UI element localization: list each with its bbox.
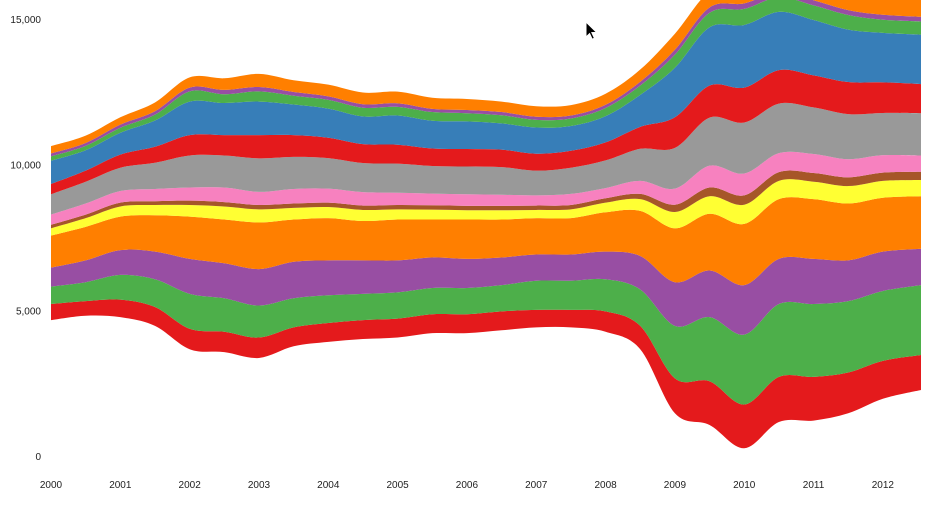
y-tick-label: 15,000	[10, 15, 41, 26]
y-tick-label: 5,000	[16, 306, 41, 317]
stream-layer-6	[51, 170, 921, 229]
stream-layer-8	[51, 102, 921, 215]
x-tick-label: 2002	[179, 480, 202, 491]
x-tick-label: 2012	[872, 480, 895, 491]
x-tick-label: 2011	[803, 480, 825, 491]
y-tick-label: 10,000	[10, 161, 41, 172]
x-tick-label: 2007	[525, 480, 548, 491]
stream-layer-5	[51, 179, 921, 236]
x-tick-label: 2008	[594, 480, 617, 491]
stream-layer-10	[51, 11, 921, 185]
x-tick-label: 2001	[109, 480, 132, 491]
x-axis: 2000 2001 2002 2003 2004 2005 2006 2007 2008 2009…	[40, 480, 895, 491]
x-tick-label: 2006	[456, 480, 479, 491]
stream-layer-1	[51, 299, 921, 449]
y-tick-label: 0	[35, 452, 41, 463]
stream-layer-9	[51, 69, 921, 195]
mouse-cursor-icon	[585, 20, 598, 40]
x-tick-label: 2000	[40, 480, 63, 491]
x-tick-label: 2004	[317, 480, 340, 491]
stream-layer-4	[51, 196, 921, 286]
x-tick-label: 2010	[733, 480, 756, 491]
stream-layer-3	[51, 248, 921, 335]
stream-layers	[51, 0, 921, 449]
x-tick-label: 2009	[664, 480, 687, 491]
y-axis: 0 5,000 10,000 15,000	[10, 15, 41, 463]
stream-layer-7	[51, 151, 921, 225]
stream-layer-2	[51, 274, 921, 405]
x-tick-label: 2005	[386, 480, 409, 491]
stream-layer-11	[51, 0, 921, 161]
x-tick-label: 2003	[248, 480, 271, 491]
